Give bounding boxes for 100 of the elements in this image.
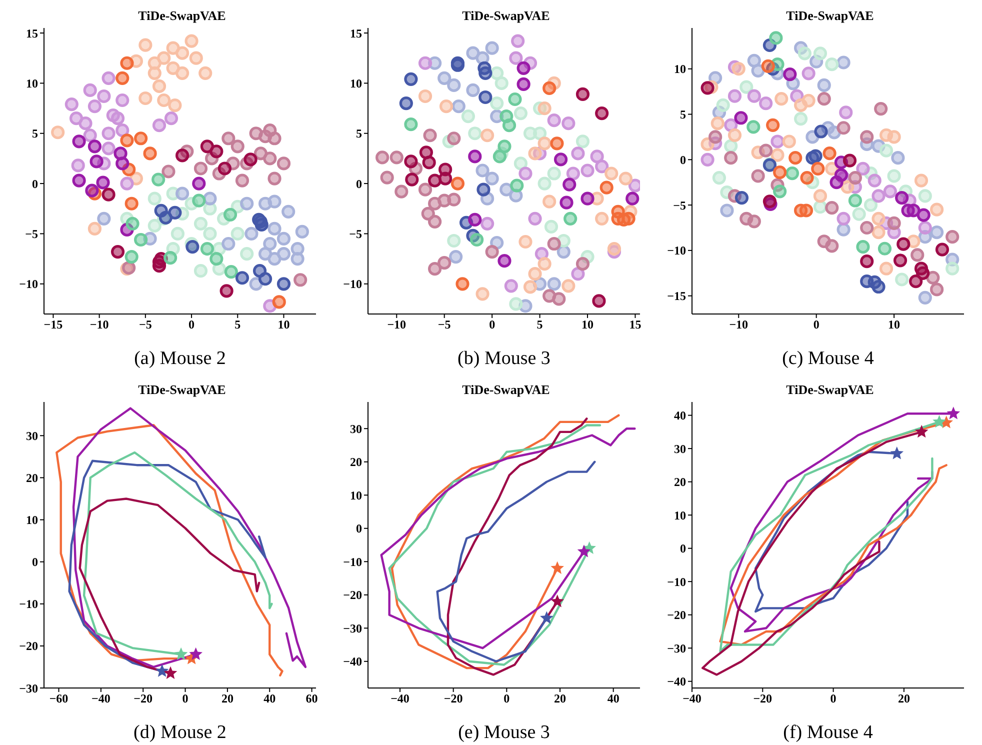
point (734, 190, 749, 205)
chart-title: TiDe-SwapVAE (785, 8, 875, 24)
point (872, 189, 886, 203)
point (230, 140, 244, 154)
point (447, 234, 461, 248)
y-tick-label: 40 (674, 408, 686, 423)
point (72, 134, 86, 148)
point (220, 284, 234, 298)
point (423, 128, 437, 142)
point (783, 68, 797, 82)
y-tick-label: 15 (26, 26, 38, 40)
point (544, 220, 558, 234)
y-tick-label: −40 (667, 674, 686, 689)
point (879, 262, 894, 276)
point (518, 234, 532, 249)
point (268, 172, 282, 186)
point (166, 61, 180, 75)
point (604, 166, 618, 180)
point (295, 224, 309, 239)
x-tick-label: −20 (134, 692, 153, 706)
point (895, 272, 909, 286)
point (240, 246, 254, 261)
point (547, 166, 561, 180)
point (148, 218, 162, 232)
line-series (56, 424, 284, 676)
point (562, 178, 576, 192)
point (595, 212, 609, 226)
point (148, 192, 162, 206)
point (421, 206, 435, 220)
point (769, 31, 783, 45)
point (916, 208, 930, 222)
point (110, 244, 125, 259)
point (509, 51, 523, 65)
point (732, 62, 746, 76)
point (860, 254, 874, 268)
point (566, 166, 580, 180)
point (802, 94, 816, 108)
point (210, 144, 224, 158)
x-tick-label: 0 (489, 318, 496, 332)
y-tick-label: 0 (356, 176, 362, 191)
point (428, 174, 442, 188)
point (88, 222, 102, 236)
point (439, 99, 454, 114)
point (69, 112, 84, 126)
point (540, 611, 554, 624)
y-tick-label: 30 (350, 422, 362, 436)
point (872, 212, 886, 226)
point (893, 254, 908, 268)
point (710, 116, 724, 130)
point (268, 194, 282, 208)
point (203, 226, 217, 241)
point (447, 78, 461, 92)
point (189, 647, 202, 660)
y-tick-label: 20 (674, 475, 686, 490)
point (813, 46, 828, 60)
point (164, 251, 178, 265)
point (404, 154, 418, 168)
point (268, 252, 282, 266)
point (564, 212, 578, 226)
point (466, 46, 480, 60)
y-tick-label: −5 (25, 226, 38, 241)
point (157, 93, 171, 108)
point (856, 240, 870, 254)
point (770, 148, 784, 162)
point (126, 216, 140, 230)
x-tick-label: −40 (92, 692, 110, 706)
point (747, 214, 761, 228)
point (759, 96, 773, 110)
point (170, 226, 184, 241)
point (571, 146, 585, 160)
x-tick-label: −5 (139, 318, 152, 332)
point (817, 78, 831, 92)
point (890, 446, 904, 460)
point (918, 220, 932, 235)
point (184, 34, 198, 48)
point (622, 212, 636, 226)
point (860, 220, 874, 235)
y-tick-label: 10 (26, 76, 38, 90)
point (447, 192, 461, 206)
point (268, 132, 282, 146)
point (516, 61, 530, 75)
y-tick-label: 0 (680, 152, 686, 167)
point (380, 170, 394, 184)
point (836, 56, 850, 70)
x-tick-label: 15 (629, 318, 642, 332)
point (770, 134, 784, 148)
point (860, 130, 874, 144)
y-tick-label: 30 (26, 428, 38, 443)
point (562, 279, 576, 293)
point (198, 66, 212, 80)
point (102, 71, 116, 85)
point (542, 194, 556, 208)
point (576, 134, 590, 148)
point (808, 149, 822, 163)
point (480, 128, 494, 142)
point (528, 146, 542, 160)
x-tick-label: 20 (221, 692, 234, 706)
point (577, 544, 591, 558)
point (887, 169, 901, 183)
point (152, 118, 166, 132)
